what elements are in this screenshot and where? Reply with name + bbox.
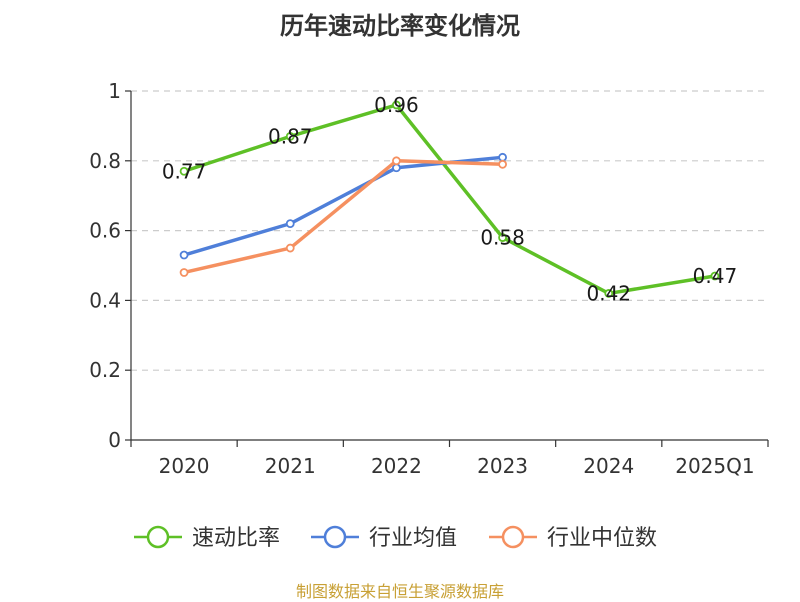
legend-marker [146,525,170,549]
data-point [179,250,189,260]
y-tick-label: 0.8 [89,149,121,173]
data-point [179,166,189,176]
data-point [604,289,614,298]
x-tick-label: 2024 [583,454,634,478]
x-tick-label: 2023 [477,454,528,478]
x-tick-label: 2020 [159,454,210,478]
data-point [285,131,295,141]
x-tick-label: 2022 [371,454,422,478]
data-label: 0.96 [374,93,419,117]
legend-marker [501,525,525,549]
data-point [392,156,401,166]
data-label: 0.58 [480,226,525,250]
data-point [498,159,507,169]
y-tick-label: 0.6 [89,219,121,243]
chart-title: 历年速动比率变化情况 [280,12,520,40]
legend-label: 行业中位数 [547,526,657,551]
legend-label: 行业均值 [369,526,457,551]
data-label: 0.47 [693,264,738,288]
y-tick-label: 1 [108,79,121,103]
y-tick-label: 0.4 [89,288,121,312]
data-point [179,268,189,277]
y-tick-label: 0.2 [89,358,121,382]
data-label: 0.42 [586,281,631,305]
data-label: 0.77 [162,159,207,183]
data-point [498,152,507,162]
series-line-2 [183,159,503,275]
data-source-note: 制图数据来自恒生聚源数据库 [295,582,504,601]
legend-marker [323,525,347,549]
x-tick-label: 2021 [265,454,316,478]
data-point [710,271,720,281]
data-label: 0.87 [268,124,313,148]
data-point [392,100,401,110]
legend-label: 速动比率 [192,526,280,551]
data-point [285,219,295,229]
data-point [285,243,295,253]
data-point [498,233,507,242]
data-point [392,163,401,173]
series-line-0 [183,103,716,296]
x-tick-label: 2025Q1 [675,454,754,478]
y-tick-label: 0 [108,428,121,452]
